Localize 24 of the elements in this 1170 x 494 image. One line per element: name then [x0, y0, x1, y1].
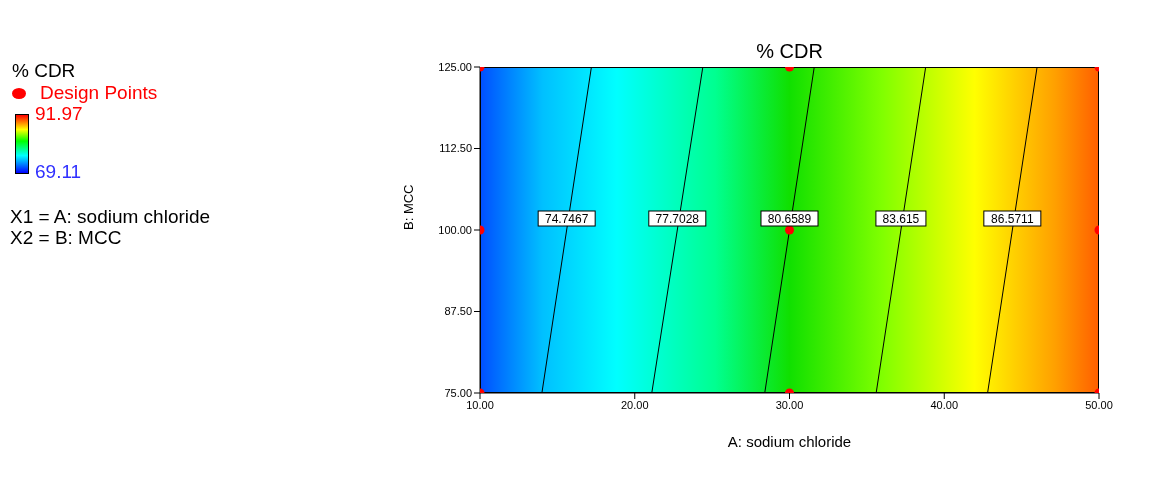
- series-label: 77.7028: [655, 212, 700, 226]
- legend-label: Design Points: [39, 82, 158, 104]
- y-tick-label: 125.00: [438, 60, 472, 73]
- x-tick-label: 50.00: [1085, 398, 1113, 411]
- x-tick-label: 40.00: [930, 398, 959, 411]
- y-tick-label: 112.50: [439, 142, 472, 155]
- y-axis-title: B: MCC: [400, 184, 416, 230]
- color-bar-title: % CDR: [12, 60, 76, 82]
- x-tick-label: 30.00: [775, 398, 804, 411]
- y-tick-label: 87.50: [444, 305, 472, 318]
- y-tick-label: 75.00: [444, 386, 472, 399]
- text: X2 = B: MCC: [10, 227, 122, 249]
- series-label: 74.7467: [544, 212, 589, 226]
- x-tick-label: 20.00: [620, 398, 649, 411]
- x-axis-title: A: sodium chloride: [727, 433, 852, 450]
- series-label: 86.5711: [991, 212, 1034, 226]
- x-tick-label: 10.00: [466, 398, 494, 411]
- color-bar-label: 69.11: [35, 161, 82, 183]
- text: X1 = A: sodium chloride: [10, 206, 211, 228]
- series-label: 83.615: [882, 212, 920, 226]
- chart-title: % CDR: [755, 40, 824, 63]
- y-tick-label: 100.00: [438, 223, 472, 236]
- series-label: 80.6589: [767, 212, 812, 226]
- color-bar-label: 91.97: [35, 103, 83, 125]
